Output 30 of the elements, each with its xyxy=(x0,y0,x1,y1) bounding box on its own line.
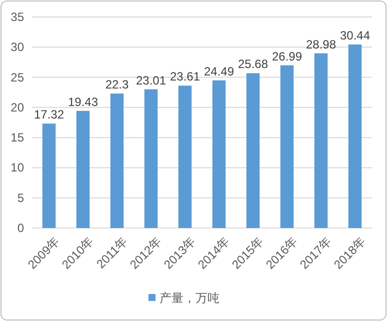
data-label: 22.3 xyxy=(105,78,129,92)
bar xyxy=(348,44,362,228)
data-label: 25.68 xyxy=(238,57,268,72)
data-label: 28.98 xyxy=(306,37,336,52)
bar xyxy=(212,80,226,228)
y-tick-label: 15 xyxy=(10,130,24,145)
legend-label: 产量，万吨 xyxy=(160,291,220,305)
bar xyxy=(76,110,90,228)
data-label: 23.61 xyxy=(170,70,200,84)
data-label: 19.43 xyxy=(68,94,98,109)
bar xyxy=(42,124,56,228)
y-tick-label: 25 xyxy=(10,70,24,84)
y-tick-label: 0 xyxy=(17,221,24,235)
data-label: 23.01 xyxy=(136,73,166,88)
data-label: 24.49 xyxy=(204,64,234,78)
bar xyxy=(178,86,192,228)
bar xyxy=(314,53,328,228)
bar xyxy=(246,73,260,228)
y-tick-label: 5 xyxy=(17,190,24,205)
bar xyxy=(110,94,124,228)
y-tick-label: 35 xyxy=(10,10,24,24)
bar xyxy=(280,65,294,228)
data-label: 26.99 xyxy=(272,49,302,64)
legend: 产量，万吨 xyxy=(148,291,220,305)
y-tick-label: 30 xyxy=(10,40,24,54)
y-tick-label: 10 xyxy=(10,160,24,175)
bar xyxy=(144,89,158,228)
y-tick-label: 20 xyxy=(10,100,24,114)
data-label: 30.44 xyxy=(340,28,370,42)
data-label: 17.32 xyxy=(34,108,64,122)
